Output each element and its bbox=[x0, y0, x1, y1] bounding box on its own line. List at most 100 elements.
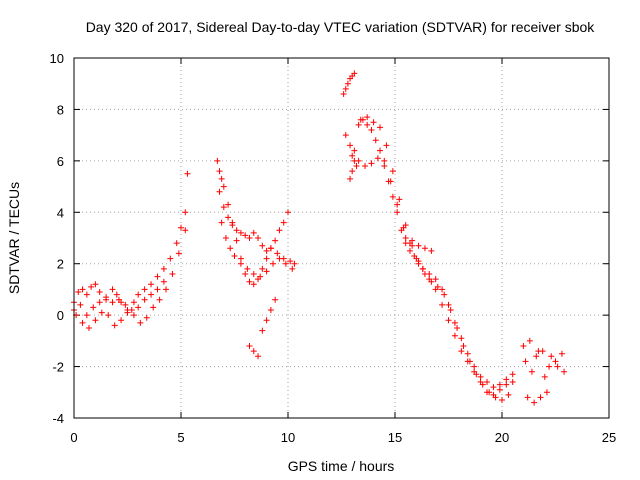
y-tick-label: -2 bbox=[52, 360, 64, 375]
data-point bbox=[255, 235, 262, 241]
data-point bbox=[231, 253, 238, 259]
data-point bbox=[156, 296, 163, 303]
data-point bbox=[394, 209, 401, 216]
data-point bbox=[250, 271, 257, 277]
data-point bbox=[259, 242, 266, 249]
data-point bbox=[280, 219, 287, 226]
data-point bbox=[259, 327, 266, 334]
data-point bbox=[381, 163, 388, 169]
data-point bbox=[561, 368, 568, 375]
data-point bbox=[381, 157, 388, 164]
data-point bbox=[182, 227, 189, 234]
y-tick-label: 10 bbox=[50, 51, 64, 66]
data-point bbox=[270, 260, 277, 267]
data-point bbox=[75, 289, 82, 295]
data-point bbox=[377, 124, 384, 131]
data-point bbox=[83, 312, 90, 319]
ticks: 0 5 10 15 20 25 -4 -2 0 2 4 6 8 10 bbox=[50, 51, 617, 445]
data-point bbox=[250, 229, 257, 236]
data-point bbox=[124, 309, 131, 316]
data-point bbox=[464, 350, 471, 357]
data-point bbox=[267, 245, 274, 252]
data-point bbox=[445, 301, 452, 308]
data-point bbox=[92, 281, 99, 288]
data-point bbox=[167, 255, 174, 262]
data-point bbox=[175, 250, 182, 257]
data-point bbox=[522, 358, 529, 365]
data-point bbox=[115, 296, 122, 303]
data-point bbox=[415, 258, 422, 265]
data-point bbox=[282, 260, 289, 267]
data-point bbox=[216, 188, 223, 195]
data-point bbox=[276, 227, 283, 234]
data-point bbox=[505, 391, 512, 398]
data-point bbox=[233, 227, 240, 234]
data-point bbox=[182, 209, 189, 216]
data-point bbox=[503, 376, 510, 383]
data-point bbox=[263, 255, 270, 262]
data-point bbox=[351, 70, 358, 77]
data-point bbox=[233, 237, 240, 244]
grid bbox=[74, 58, 609, 418]
data-point bbox=[520, 343, 527, 349]
data-point bbox=[225, 214, 232, 221]
data-point bbox=[355, 157, 362, 164]
data-point bbox=[357, 116, 364, 123]
data-point bbox=[246, 343, 253, 349]
data-point bbox=[368, 127, 375, 133]
data-point bbox=[222, 235, 229, 241]
data-point bbox=[355, 121, 362, 128]
plot-frame bbox=[73, 57, 610, 419]
x-axis-label: GPS time / hours bbox=[288, 458, 395, 474]
data-point bbox=[83, 291, 90, 298]
data-point bbox=[439, 286, 446, 293]
data-point bbox=[160, 265, 167, 272]
data-point bbox=[415, 242, 422, 249]
data-point bbox=[220, 204, 227, 211]
data-point bbox=[130, 299, 137, 306]
data-point bbox=[291, 260, 298, 267]
data-point bbox=[364, 121, 371, 128]
data-point bbox=[225, 201, 232, 208]
data-point bbox=[148, 291, 155, 298]
x-tick-label: 0 bbox=[70, 430, 77, 445]
data-point bbox=[259, 265, 266, 272]
data-point bbox=[509, 371, 516, 378]
data-point bbox=[255, 353, 262, 360]
data-point bbox=[548, 353, 555, 360]
data-point bbox=[466, 358, 473, 365]
data-point bbox=[526, 337, 533, 344]
data-point bbox=[347, 175, 354, 182]
data-point bbox=[387, 178, 394, 185]
data-point bbox=[79, 286, 86, 293]
data-point bbox=[535, 348, 542, 355]
data-point bbox=[143, 314, 150, 321]
data-point bbox=[184, 170, 191, 177]
data-point bbox=[347, 142, 354, 149]
data-point bbox=[96, 289, 103, 295]
data-point bbox=[454, 325, 461, 331]
data-points bbox=[71, 70, 568, 406]
data-point bbox=[421, 271, 428, 277]
data-point bbox=[349, 168, 356, 175]
data-point bbox=[150, 304, 157, 311]
x-tick-label: 25 bbox=[602, 430, 616, 445]
data-point bbox=[409, 242, 416, 249]
data-point bbox=[135, 304, 142, 311]
data-point bbox=[169, 271, 176, 277]
data-point bbox=[377, 147, 384, 154]
data-point bbox=[342, 132, 349, 139]
x-tick-label: 15 bbox=[388, 430, 402, 445]
data-point bbox=[445, 317, 452, 324]
data-point bbox=[554, 363, 561, 370]
data-point bbox=[340, 91, 347, 97]
data-point bbox=[85, 325, 92, 331]
data-point bbox=[246, 278, 253, 285]
data-point bbox=[432, 276, 439, 283]
data-point bbox=[122, 301, 129, 308]
data-point bbox=[496, 381, 503, 388]
data-point bbox=[220, 183, 227, 190]
data-point bbox=[216, 168, 223, 175]
data-point bbox=[237, 229, 244, 236]
data-point bbox=[90, 304, 97, 311]
